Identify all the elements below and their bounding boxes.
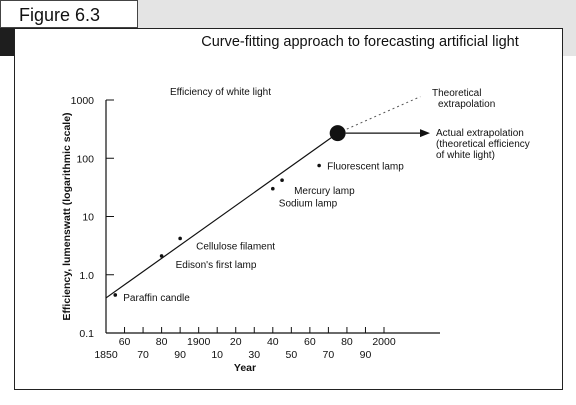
x-tick-label-lower: 50 [285,349,297,361]
x-tick-label-upper: 60 [304,336,316,348]
data-point-label: Mercury lamp [294,186,355,197]
trend-line [105,132,339,299]
chart-subtitle: Efficiency of white light [170,87,271,98]
figure-label: Figure 6.3 [19,5,101,25]
x-tick-label-lower: 70 [323,349,335,361]
actual-extrapolation-label-line3: of white light) [436,150,495,161]
data-point [159,254,164,258]
data-point [280,178,284,182]
x-tick-label-lower: 70 [137,349,149,361]
x-tick-label-lower: 90 [174,349,186,361]
x-tick-label-upper: 2000 [372,336,396,348]
x-tick-label-lower: 90 [360,349,372,361]
data-point-label: Cellulose filament [196,241,275,252]
y-tick-label: 10 [82,212,94,224]
data-point [178,236,182,241]
data-point [271,186,275,191]
data-point [113,293,118,297]
x-tick-label-upper: 40 [267,336,279,348]
x-tick-label-upper: 80 [156,336,168,348]
x-tick-label-lower: 10 [211,349,223,361]
data-point-label: Fluorescent lamp [327,162,404,173]
x-tick-label-lower: 30 [248,349,260,361]
x-axis-title: Year [234,362,256,374]
y-tick-label: 100 [76,153,94,165]
y-axis-title: Efficiency, lumenswatt (logarithmic scal… [61,112,73,320]
actual-extrapolation-arrowhead [420,129,430,138]
x-tick-label-upper: 60 [119,336,131,348]
x-tick-label-upper: 1900 [187,336,211,348]
theoretical-extrapolation-label-line2: extrapolation [438,99,495,110]
y-tick-label: 1.0 [79,270,94,282]
x-tick-label-upper: 20 [230,336,242,348]
actual-extrapolation-label-line2: (theoretical efficiency [436,139,530,150]
projection-point [329,125,346,142]
data-point-label: Sodium lamp [279,199,338,210]
chart-title: Curve-fitting approach to forecasting ar… [201,34,519,50]
theoretical-extrapolation-label-line1: Theoretical [432,88,481,99]
theoretical-extrapolation-line [337,96,421,134]
y-tick-label: 1000 [71,95,95,107]
figure-label-box: Figure 6.3 [0,0,138,28]
actual-extrapolation-label-line1: Actual extrapolation [436,128,524,139]
x-tick-label-upper: 80 [341,336,353,348]
data-point-label: Paraffin candle [123,293,190,304]
x-tick-label-lower: 1850 [94,349,118,361]
data-point-label: Edison's first lamp [176,260,257,271]
y-tick-label: 0.1 [79,328,94,340]
data-point [317,163,321,168]
